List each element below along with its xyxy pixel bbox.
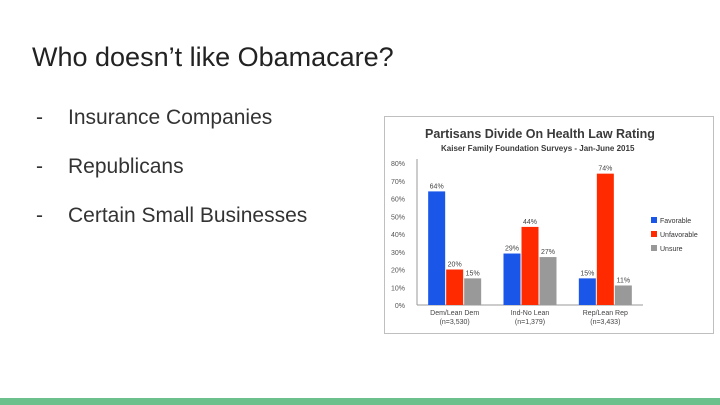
x-tick-label: Dem/Lean Dem [430,310,479,317]
bar [578,278,596,305]
slide-title: Who doesn’t like Obamacare? [32,42,394,72]
legend-label: Unsure [660,246,683,253]
bar [521,226,539,305]
data-label: 27% [541,249,555,256]
chart-image: Partisans Divide On Health Law Rating Kai… [384,116,714,334]
y-tick-label: 60% [391,197,405,204]
x-tick-note: (n=3,530) [440,319,470,326]
data-label: 74% [598,166,612,173]
data-label: 44% [523,219,537,226]
bar [539,257,557,305]
bar [596,173,614,305]
data-label: 64% [430,183,444,190]
y-tick-label: 40% [391,232,405,239]
y-tick-label: 10% [391,285,405,292]
legend-swatch [651,245,657,251]
legend-swatch [651,217,657,223]
bullet-dash: - [36,106,43,129]
x-tick-note: (n=3,433) [590,319,620,326]
legend-swatch [651,231,657,237]
y-tick-label: 80% [391,161,405,168]
bar [446,269,464,305]
chart-subtitle: Kaiser Family Foundation Surveys - Jan-J… [441,144,635,153]
data-label: 15% [466,270,480,277]
chart-title: Partisans Divide On Health Law Rating [425,127,655,141]
bullet-text: Certain Small Businesses [68,204,308,227]
bullet-item: - Certain Small Businesses [36,200,336,232]
bar [614,285,632,305]
bar [503,253,521,305]
y-tick-label: 50% [391,214,405,221]
y-tick-label: 20% [391,268,405,275]
bullet-text: Republicans [68,155,184,178]
bullet-text: Insurance Companies [68,106,273,129]
y-tick-label: 0% [395,303,405,310]
bullet-dash: - [36,204,43,227]
bar [428,191,446,305]
y-tick-label: 70% [391,179,405,186]
x-tick-label: Rep/Lean Rep [583,310,628,317]
bar-chart: Partisans Divide On Health Law Rating Kai… [391,127,698,326]
y-tick-label: 30% [391,250,405,257]
data-label: 29% [505,246,519,253]
legend-label: Favorable [660,218,691,225]
data-label: 11% [617,277,631,284]
x-tick-label: Ind-No Lean [511,310,550,317]
bullet-list: - Insurance Companies - Republicans - Ce… [36,102,336,249]
bullet-item: - Insurance Companies [36,102,336,134]
data-label: 15% [580,270,594,277]
data-label: 20% [448,262,462,269]
x-tick-note: (n=1,379) [515,319,545,326]
bullet-dash: - [36,155,43,178]
legend-label: Unfavorable [660,232,698,239]
bar [464,278,482,305]
accent-bar [0,398,720,405]
bullet-item: - Republicans [36,151,336,183]
